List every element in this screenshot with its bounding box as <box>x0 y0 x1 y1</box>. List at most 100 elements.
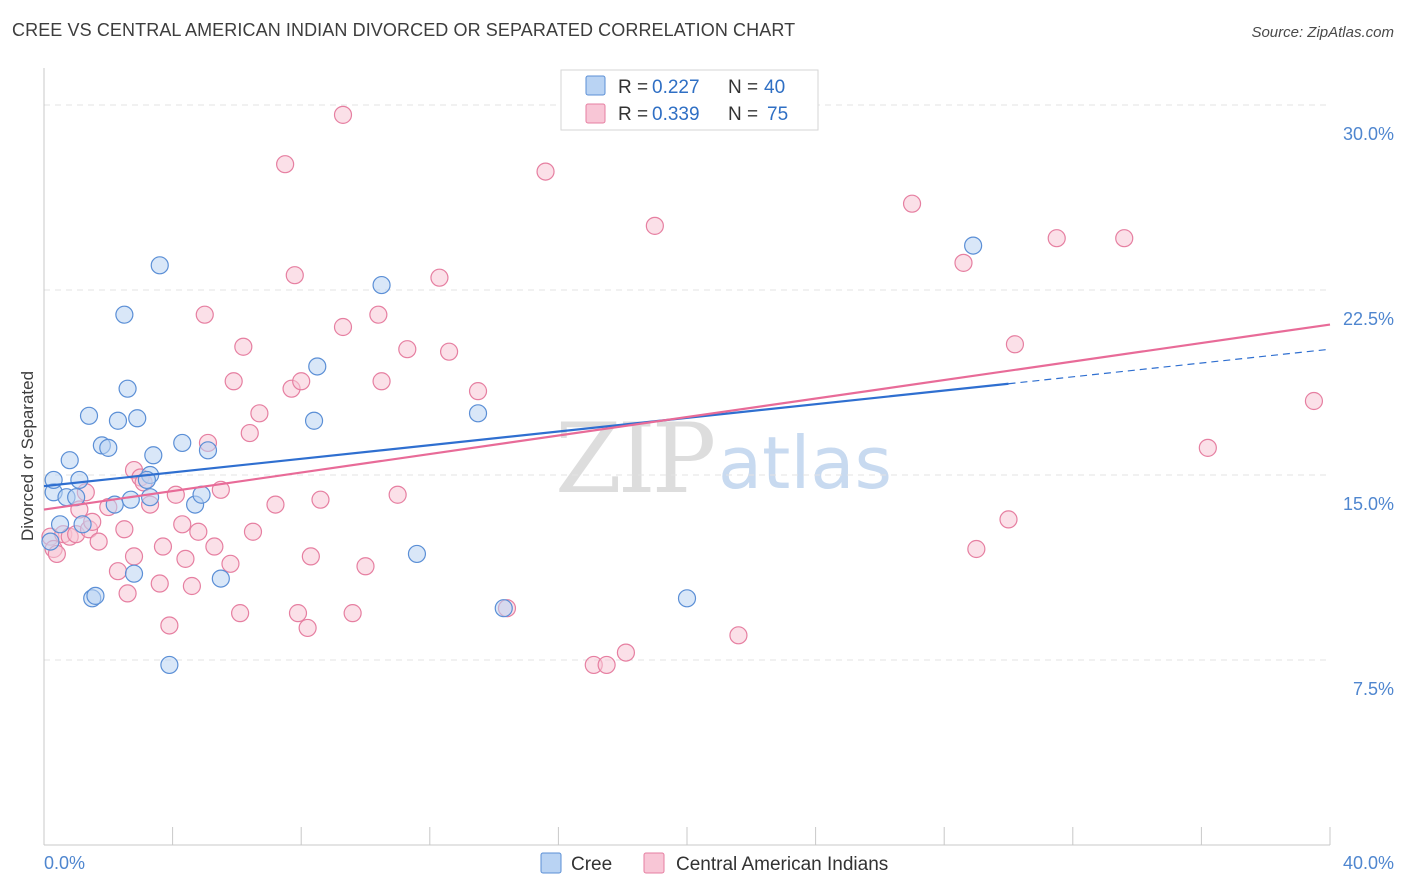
bottom-legend-label-cree: Cree <box>571 854 612 875</box>
cai-point <box>954 253 973 272</box>
cai-point <box>902 194 922 213</box>
cree-point <box>211 569 230 588</box>
cai-point <box>333 317 353 337</box>
cai-point <box>1198 438 1217 457</box>
legend-swatch-cai <box>585 103 606 124</box>
cai-point <box>1005 335 1025 354</box>
cai-point <box>398 340 417 359</box>
bottom-legend-label-cai: Central American Indians <box>676 854 888 875</box>
cree-point <box>60 451 79 470</box>
cai-points <box>41 105 1324 675</box>
cai-point <box>1047 229 1066 248</box>
cai-point <box>234 337 253 356</box>
cai-point <box>115 520 134 539</box>
cree-point <box>73 515 92 534</box>
cree-point <box>407 544 427 564</box>
x-axis-ticks <box>43 827 1331 845</box>
watermark-zip: ZIP <box>555 403 714 515</box>
cree-point <box>118 379 137 398</box>
cai-point <box>536 162 555 181</box>
cai-point <box>301 547 320 566</box>
cree-point <box>372 275 391 295</box>
cai-point <box>176 549 195 568</box>
legend-r-label: R = <box>618 104 648 125</box>
cai-point <box>224 372 243 391</box>
cai-point <box>182 576 201 596</box>
legend-n-value-cai: 75 <box>767 104 788 125</box>
gridlines <box>44 104 1330 661</box>
cai-point <box>243 522 263 541</box>
cai-point <box>439 342 459 361</box>
cai-point <box>240 423 259 443</box>
cree-point <box>150 256 169 275</box>
cai-point <box>616 643 636 662</box>
cree-points <box>41 236 983 675</box>
cai-point <box>205 537 224 556</box>
cree-point <box>677 589 697 608</box>
cai-point <box>372 372 391 391</box>
cree-point <box>108 411 128 430</box>
cree-point <box>140 488 160 507</box>
cree-point <box>115 305 134 324</box>
cree-trend-line <box>43 382 1009 488</box>
cai-trend-line <box>43 323 1331 511</box>
cree-point <box>86 586 105 605</box>
cai-point <box>285 266 304 285</box>
cai-point <box>388 485 407 504</box>
cai-point <box>999 510 1018 529</box>
cai-point <box>729 626 748 645</box>
legend-r-value-cree: 0.227 <box>652 77 700 98</box>
cai-point <box>118 584 137 603</box>
cai-point <box>1304 391 1324 411</box>
legend-n-value-cree: 40 <box>764 77 785 98</box>
cai-point <box>645 216 664 235</box>
cree-point <box>160 655 179 675</box>
cree-point <box>198 441 218 460</box>
cai-point <box>173 515 192 534</box>
cree-point <box>70 470 89 490</box>
cree-point <box>308 357 327 376</box>
cai-point <box>276 155 295 174</box>
cai-point <box>189 522 208 541</box>
cree-point <box>41 532 60 551</box>
watermark-atlas: atlas <box>718 421 892 505</box>
y-tick-label: 7.5% <box>1353 679 1394 699</box>
y-tick-label: 30.0% <box>1343 124 1394 144</box>
legend-n-label: N = <box>728 104 758 125</box>
cai-point <box>288 604 308 623</box>
y-tick-label: 15.0% <box>1343 494 1394 514</box>
cree-point <box>144 446 163 465</box>
cai-point <box>311 490 330 509</box>
cai-point <box>468 382 488 401</box>
cree-point <box>304 411 324 430</box>
cai-point <box>333 105 353 124</box>
y-tick-label: 22.5% <box>1343 309 1394 329</box>
cai-point <box>369 305 388 324</box>
cai-point <box>967 539 986 559</box>
legend-swatch-cree <box>585 75 606 96</box>
cree-point <box>121 490 140 509</box>
legend-r-value-cai: 0.339 <box>652 104 700 125</box>
x-tick-label-max: 40.0% <box>1343 853 1394 873</box>
cai-point <box>597 655 616 675</box>
cai-point <box>150 574 169 593</box>
cai-point <box>292 372 311 391</box>
cai-point <box>430 268 449 287</box>
cree-point <box>964 236 983 255</box>
cai-point <box>108 562 128 581</box>
cai-point <box>221 554 240 573</box>
cree-trend-extension <box>1008 348 1331 385</box>
cree-point <box>50 515 70 534</box>
cai-point <box>124 547 144 566</box>
cree-point <box>468 404 488 423</box>
cai-point <box>195 305 214 324</box>
legend-r-label: R = <box>618 77 648 98</box>
cree-point <box>99 438 118 457</box>
cree-point <box>128 409 147 428</box>
source-credit: Source: ZipAtlas.com <box>1251 24 1394 41</box>
cai-point <box>250 404 269 423</box>
cree-point <box>124 564 144 583</box>
cai-point <box>153 537 173 556</box>
bottom-legend-swatch-cree <box>540 852 562 874</box>
